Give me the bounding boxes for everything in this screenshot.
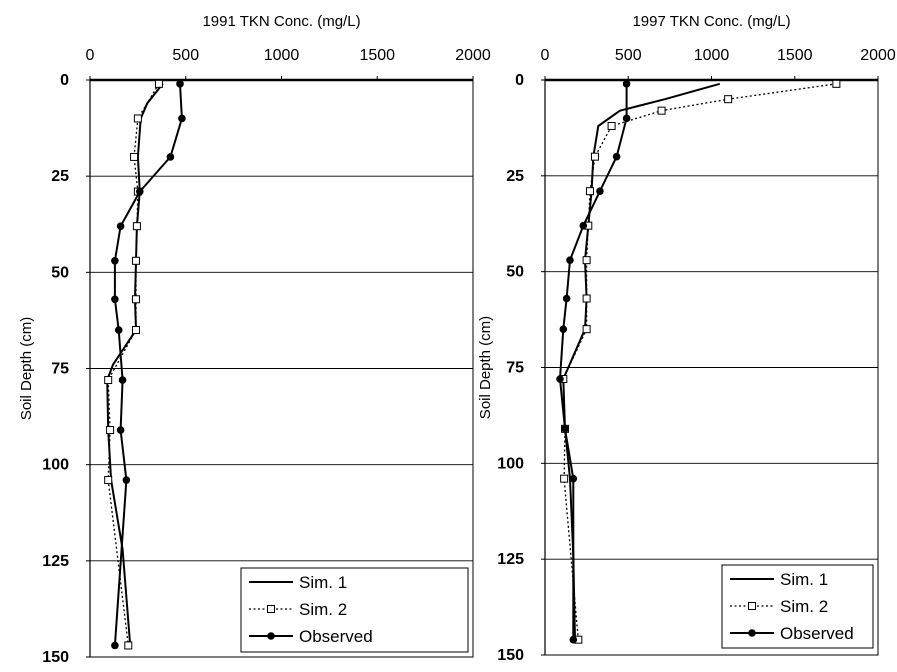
x-tick-label: 1500 (777, 47, 813, 64)
data-point (133, 114, 142, 123)
data-point (566, 256, 574, 264)
y-axis-title: Soil Depth (cm) (477, 316, 494, 419)
data-point (116, 222, 125, 230)
legend-marker (748, 629, 756, 637)
data-point (590, 152, 599, 161)
x-tick-label: 2000 (860, 47, 896, 64)
legend-label: Sim. 2 (299, 600, 347, 619)
series-line (559, 83, 628, 640)
series-line (113, 83, 183, 646)
legend-label: Sim. 2 (780, 597, 828, 616)
y-tick-label: 150 (497, 647, 524, 664)
series-observed (111, 80, 186, 650)
data-point (122, 476, 131, 484)
data-point (582, 325, 591, 334)
series-observed (556, 80, 631, 644)
data-point (118, 376, 127, 384)
data-point (579, 221, 588, 230)
y-tick-label: 75 (51, 361, 69, 378)
data-point (832, 79, 841, 88)
y-tick-label: 50 (51, 264, 69, 281)
data-point (612, 152, 621, 161)
y-tick-label: 100 (497, 455, 524, 472)
legend: Sim. 1 Sim. 2 Observed (240, 567, 469, 653)
y-tick-label: 75 (506, 360, 524, 377)
data-point (607, 122, 616, 130)
series-sim-2 (104, 79, 163, 650)
x-axis-title: 1997 TKN Conc. (mg/L) (632, 13, 790, 30)
y-tick-label: 100 (42, 457, 69, 474)
data-point (131, 326, 140, 335)
data-point (116, 426, 125, 434)
data-point (132, 222, 141, 231)
data-point (166, 153, 175, 161)
y-tick-label: 150 (42, 649, 69, 666)
chart-panel-1: 0 500 1000 1500 2000 0 25 50 75 100 125 150 1991 TKN… (18, 13, 491, 666)
data-point (104, 376, 113, 385)
data-point (585, 187, 594, 196)
data-point (178, 114, 186, 123)
data-point (130, 152, 139, 161)
data-point (657, 106, 666, 115)
data-point (561, 425, 569, 433)
data-point (560, 474, 569, 483)
legend-marker (748, 602, 756, 610)
chart-panel-2: 0 500 1000 1500 2000 0 25 50 75 100 125 150 1997 TKN… (477, 13, 896, 664)
x-tick-label: 1500 (359, 47, 395, 64)
data-point (131, 256, 140, 265)
data-point (559, 325, 568, 333)
legend-label: Sim. 1 (780, 570, 828, 589)
legend-marker (267, 605, 275, 613)
series-line (562, 82, 721, 640)
data-point (556, 375, 564, 383)
series-line (562, 83, 837, 640)
data-point (569, 474, 578, 483)
data-point (562, 294, 571, 303)
legend-label: Sim. 1 (299, 573, 347, 592)
y-tick-label: 0 (515, 72, 524, 89)
data-point (724, 95, 733, 104)
series-line (107, 83, 160, 646)
x-tick-label: 1000 (694, 47, 730, 64)
x-tick-label: 0 (86, 47, 95, 64)
data-point (176, 80, 184, 88)
x-tick-label: 2000 (455, 47, 491, 64)
y-tick-label: 125 (42, 553, 69, 570)
x-tick-label: 500 (615, 47, 642, 64)
y-tick-label: 25 (51, 168, 69, 185)
x-tick-label: 500 (172, 47, 199, 64)
legend: Sim. 1 Sim. 2 Observed (721, 564, 874, 649)
data-point (106, 426, 115, 435)
data-point (622, 80, 631, 88)
x-tick-label: 0 (541, 47, 550, 64)
data-point (104, 476, 113, 485)
data-point (111, 295, 119, 304)
y-tick-label: 25 (506, 168, 524, 185)
legend-label: Observed (299, 627, 373, 646)
x-tick-label: 1000 (264, 47, 300, 64)
legend-label: Observed (780, 624, 854, 643)
data-point (622, 114, 631, 123)
data-point (111, 641, 119, 650)
data-point (114, 326, 123, 334)
x-axis-title: 1991 TKN Conc. (mg/L) (202, 13, 360, 30)
y-tick-label: 125 (497, 551, 524, 568)
data-point (131, 295, 140, 304)
y-tick-label: 50 (506, 264, 524, 281)
y-tick-label: 0 (60, 72, 69, 89)
data-point (135, 187, 144, 196)
data-point (124, 641, 133, 650)
series-sim-1 (562, 82, 721, 640)
data-point (582, 294, 591, 303)
y-axis-title: Soil Depth (cm) (18, 317, 35, 420)
data-point (111, 256, 119, 265)
data-point (596, 187, 604, 195)
data-point (582, 256, 591, 265)
legend-marker (267, 632, 275, 640)
data-point (569, 635, 578, 644)
data-point (154, 79, 163, 88)
